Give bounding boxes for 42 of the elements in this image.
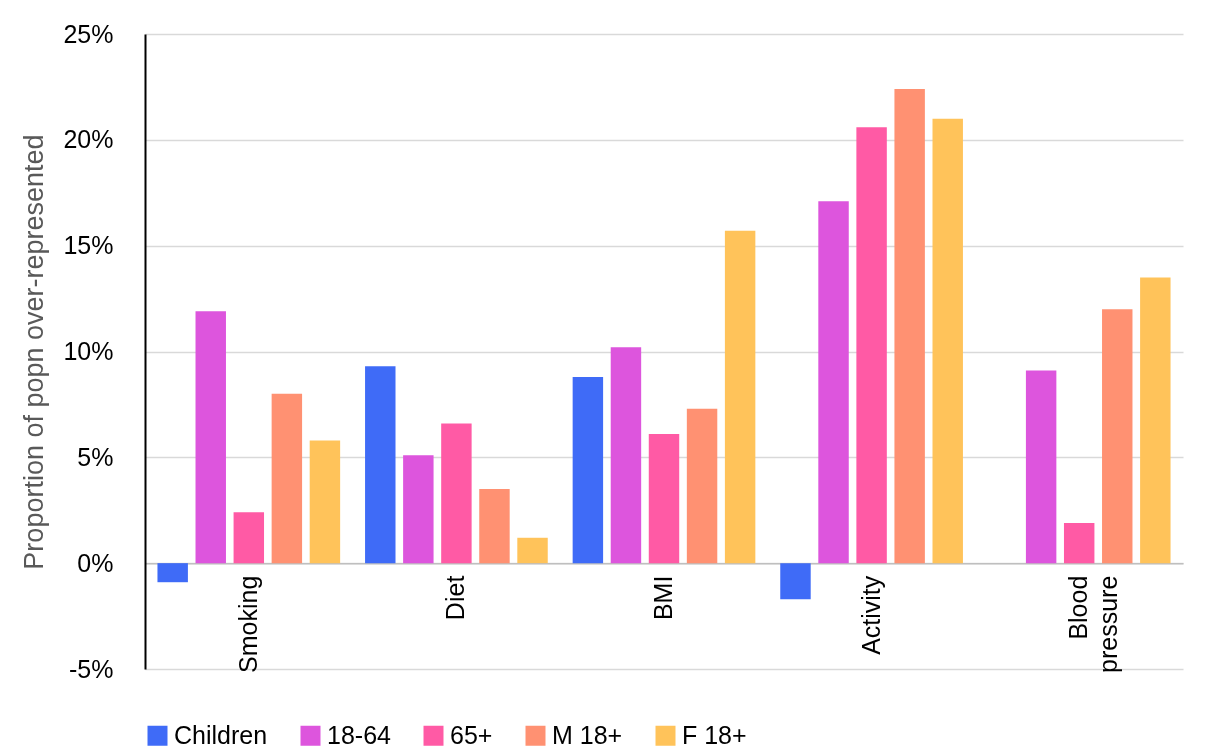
bar xyxy=(309,440,341,564)
bar xyxy=(610,347,642,564)
bar xyxy=(1063,522,1095,564)
bar xyxy=(157,563,188,583)
bar xyxy=(365,366,396,564)
x-tick-label: Blood pressure xyxy=(1064,575,1123,673)
y-tick-label: 10% xyxy=(63,337,114,365)
x-tick-label: Diet xyxy=(441,575,470,621)
bar xyxy=(686,408,718,564)
bar xyxy=(441,423,472,564)
bar xyxy=(932,118,963,564)
bar xyxy=(818,201,849,564)
y-tick-label: 15% xyxy=(63,231,114,260)
y-axis-title: Proportion of popn over-represented xyxy=(19,134,50,570)
y-tick-label: 25% xyxy=(63,19,114,48)
bar xyxy=(195,311,226,564)
x-tick-label: Smoking xyxy=(233,575,262,673)
bar xyxy=(780,563,811,600)
bar xyxy=(271,393,303,564)
bar xyxy=(233,512,265,564)
bar xyxy=(572,376,604,564)
bar xyxy=(894,89,925,564)
legend-label: Children xyxy=(174,720,268,749)
bar xyxy=(517,537,548,564)
bar xyxy=(1102,309,1133,564)
bar xyxy=(1140,277,1171,564)
bar xyxy=(479,489,510,564)
bar xyxy=(1025,370,1057,564)
y-tick-label: 5% xyxy=(77,442,114,471)
legend-label: F 18+ xyxy=(682,720,747,749)
legend-label: 18-64 xyxy=(327,720,392,749)
x-tick-label: Activity xyxy=(856,575,885,655)
legend-label: 65+ xyxy=(450,720,493,749)
y-tick-label: 0% xyxy=(77,548,114,577)
legend-label: M 18+ xyxy=(552,720,623,749)
bar xyxy=(724,230,756,564)
y-tick-label: 20% xyxy=(63,125,114,154)
bar xyxy=(403,455,434,564)
x-tick-label: BMI xyxy=(649,575,677,621)
y-tick-label: -5% xyxy=(69,654,114,683)
bar xyxy=(648,434,680,564)
bar xyxy=(856,127,887,564)
